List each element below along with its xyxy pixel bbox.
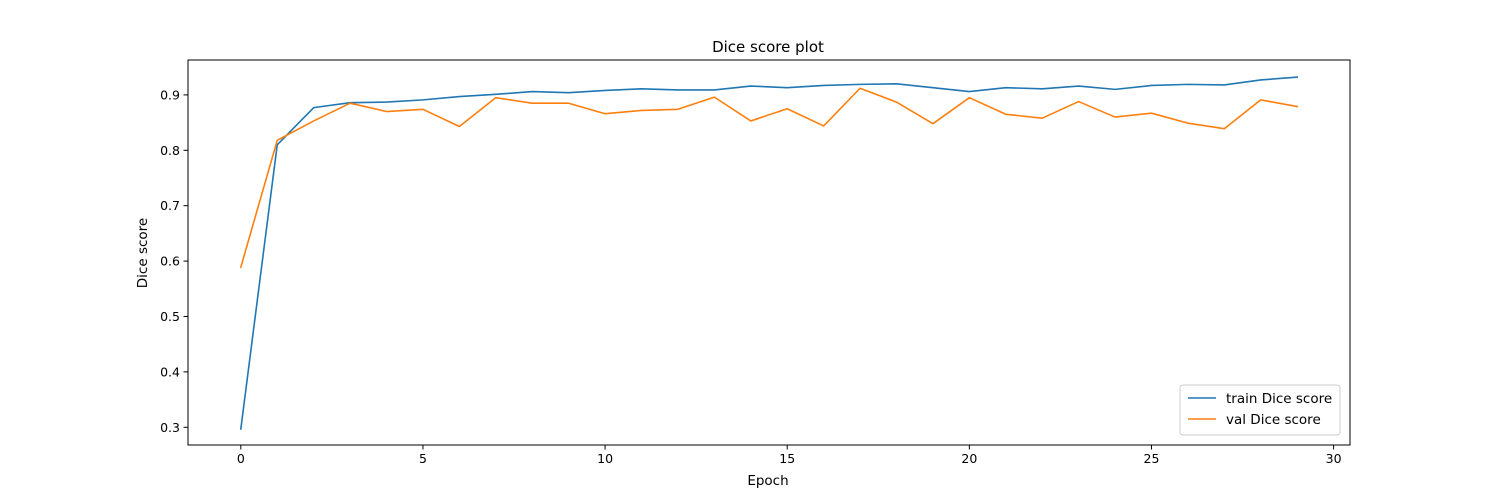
plot-lines xyxy=(239,76,1299,430)
x-tick-label: 5 xyxy=(419,451,427,466)
series-line-val xyxy=(239,87,1299,269)
x-tick-label: 25 xyxy=(1144,451,1160,466)
legend: train Dice score val Dice score xyxy=(1179,384,1341,436)
y-tick-label: 0.9 xyxy=(160,87,180,102)
y-tick-label: 0.6 xyxy=(160,254,180,269)
x-tick-label: 10 xyxy=(597,451,613,466)
x-tick-label: 15 xyxy=(779,451,795,466)
y-tick-label: 0.4 xyxy=(160,364,180,379)
y-axis-ticks: 0.3 0.4 0.5 0.6 0.7 0.8 0.9 xyxy=(160,87,188,435)
legend-box xyxy=(1179,384,1341,436)
chart-title: Dice score plot xyxy=(712,38,824,56)
legend-entry-label: val Dice score xyxy=(1226,412,1321,428)
x-tick-label: 0 xyxy=(237,451,245,466)
x-tick-label: 20 xyxy=(961,451,977,466)
y-tick-label: 0.7 xyxy=(160,198,180,213)
y-tick-label: 0.5 xyxy=(160,309,180,324)
x-tick-label: 30 xyxy=(1326,451,1342,466)
x-axis-label: Epoch xyxy=(747,473,788,489)
legend-entry-label: train Dice score xyxy=(1226,391,1332,407)
y-tick-label: 0.3 xyxy=(160,420,180,435)
plot-frame xyxy=(187,59,1351,446)
y-axis-label: Dice score xyxy=(135,218,151,288)
x-axis-ticks: 0 5 10 15 20 25 30 xyxy=(237,445,1342,466)
y-tick-label: 0.8 xyxy=(160,143,180,158)
series-line-train xyxy=(239,76,1299,430)
